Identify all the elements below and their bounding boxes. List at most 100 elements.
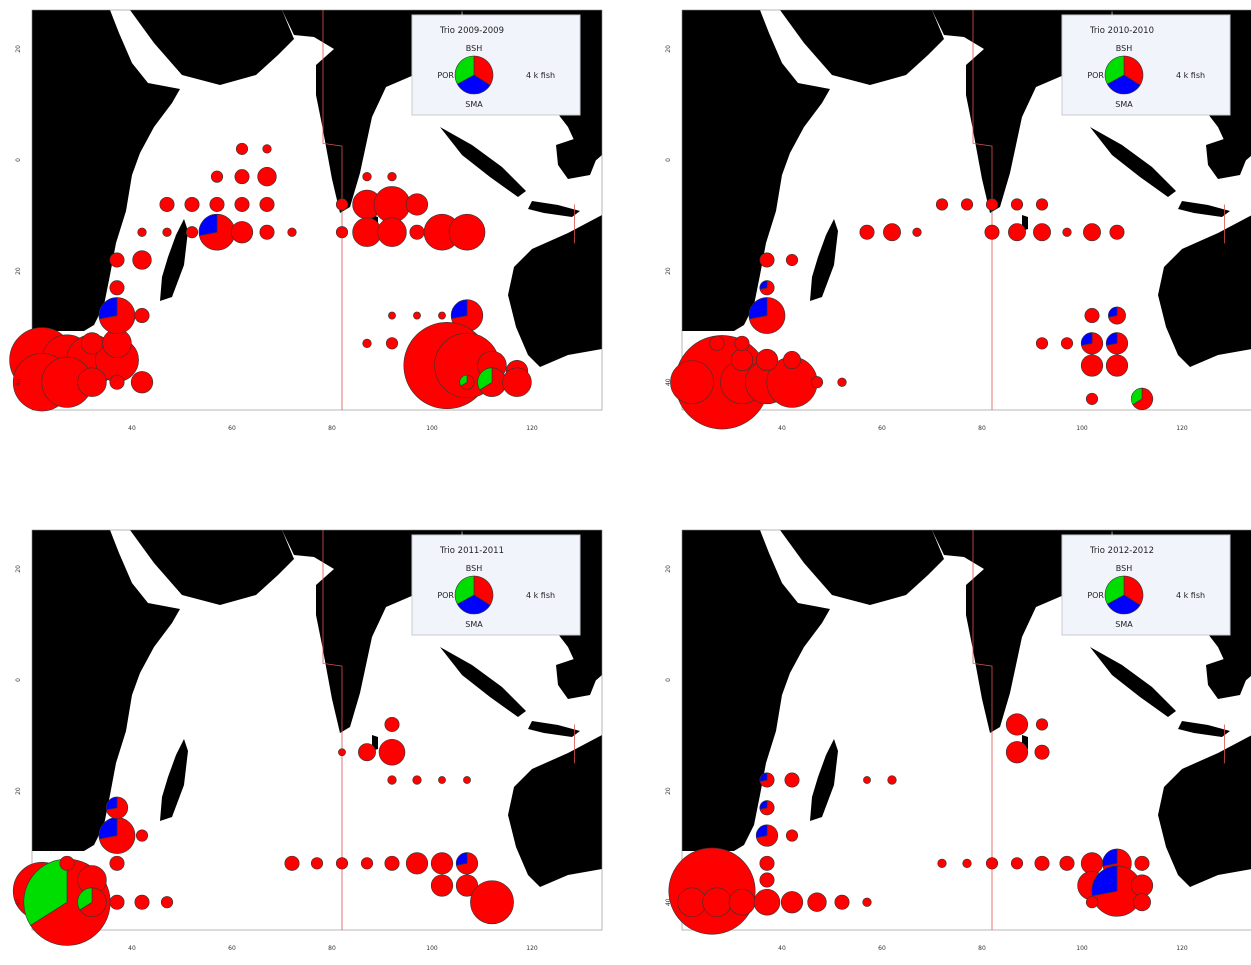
land-shape	[556, 137, 598, 179]
catch-bubble	[759, 800, 775, 816]
legend-label-por: POR	[1087, 591, 1104, 600]
slice-full	[412, 775, 422, 785]
catch-bubble	[1010, 857, 1024, 870]
y-tick-label: 40	[665, 378, 672, 386]
legend-label-sma: SMA	[1115, 100, 1133, 109]
slice-full	[1005, 741, 1029, 764]
legend: Trio 2010-2010 BSH POR SMA 4 k fish	[1061, 14, 1231, 116]
slice-full	[1035, 718, 1049, 731]
land-shape	[160, 739, 188, 821]
catch-bubble	[937, 858, 947, 868]
catch-bubble	[730, 348, 754, 372]
catch-bubble	[310, 857, 324, 870]
slice-full	[109, 280, 125, 296]
catch-bubble	[1083, 223, 1101, 242]
legend-slice-por	[1104, 575, 1125, 605]
catch-bubble	[59, 855, 75, 871]
catch-bubble	[1085, 896, 1099, 909]
catch-bubble	[837, 377, 847, 387]
catch-bubble	[378, 738, 406, 766]
legend: Trio 2012-2012 BSH POR SMA 4 k fish	[1061, 534, 1231, 636]
catch-bubble	[430, 852, 454, 875]
catch-bubble	[1105, 332, 1129, 355]
slice-full	[448, 213, 486, 251]
land-shape	[780, 10, 944, 85]
map-svg: 40 60 80 100 120 20 0 20 40 Trio 2012-2012 BSH POR S…	[665, 529, 1251, 952]
management-boundary-line	[322, 10, 343, 410]
slice-full	[77, 367, 107, 397]
slice-full	[335, 226, 349, 239]
map-svg: 40 60 80 100 120 20 0 20 40 Trio 2011-2011 BSH POR S…	[12, 529, 603, 952]
management-boundary-line	[322, 530, 343, 930]
catch-bubble	[184, 196, 200, 212]
slice-full	[388, 311, 396, 320]
legend-box	[411, 534, 581, 636]
slice-full	[259, 196, 275, 212]
catch-bubble	[198, 213, 236, 251]
catch-bubble	[984, 224, 1000, 240]
catch-bubble	[759, 772, 775, 788]
legend-box	[1061, 14, 1231, 116]
catch-bubble	[810, 376, 824, 389]
slice-full	[1033, 223, 1051, 242]
x-tick-label: 60	[228, 945, 236, 952]
map-panel-2011: 40 60 80 100 120 20 0 20 40 Trio 2011-2011 BSH POR S…	[12, 525, 620, 965]
catch-bubble	[985, 857, 999, 870]
legend-scale-label: 4 k fish	[526, 71, 555, 80]
catch-bubble	[1005, 741, 1029, 764]
catch-bubble	[759, 280, 775, 296]
catch-bubble	[470, 880, 514, 925]
map-panel-2009: 40 60 80 100 120 20 0 20 40 Trio 2009-2009 BSH POR S…	[9, 5, 620, 445]
slice-full	[430, 874, 454, 897]
slice-full	[1005, 713, 1029, 736]
catch-bubble	[109, 374, 125, 390]
catch-bubble	[759, 855, 775, 871]
catch-bubble	[385, 337, 399, 350]
slice-full	[1084, 308, 1100, 324]
legend-label-por: POR	[437, 591, 454, 600]
legend-title: Trio 2011-2011	[439, 546, 504, 556]
legend-scale-label: 4 k fish	[526, 591, 555, 600]
catch-bubble	[259, 224, 275, 240]
slice-full	[937, 858, 947, 868]
catch-bubble	[257, 167, 277, 187]
slice-full	[783, 351, 801, 369]
x-tick-label: 100	[1076, 945, 1088, 952]
catch-bubble	[1060, 337, 1074, 350]
y-tick-label: 20	[665, 787, 672, 795]
slice-full	[287, 227, 297, 237]
catch-bubble	[130, 371, 154, 394]
slice-full	[728, 888, 756, 916]
slice-full	[109, 894, 125, 910]
slice-full	[358, 743, 376, 762]
catch-bubble	[1059, 855, 1075, 871]
catch-bubble	[209, 196, 225, 212]
catch-bubble	[450, 299, 484, 332]
catch-bubble	[98, 297, 136, 334]
catch-bubble	[887, 775, 897, 785]
slice-full	[259, 224, 275, 240]
slice-full	[234, 196, 250, 212]
slice-full	[862, 897, 872, 907]
slice-full	[1034, 855, 1050, 871]
slice-full	[1085, 392, 1099, 405]
slice-full	[405, 193, 429, 216]
catch-bubble	[235, 142, 249, 155]
catch-bubble	[1062, 227, 1072, 237]
catch-bubble	[677, 887, 707, 917]
slice-full	[960, 198, 974, 211]
legend-label-bsh: BSH	[1116, 564, 1132, 573]
slice-full	[1010, 198, 1024, 211]
land-shape	[1158, 215, 1251, 367]
catch-bubble	[477, 367, 507, 397]
y-tick-label: 40	[15, 378, 22, 386]
catch-bubble	[807, 892, 827, 912]
slice-full	[837, 377, 847, 387]
slice-full	[234, 169, 250, 185]
y-tick-label: 20	[665, 267, 672, 275]
catch-bubble	[335, 198, 349, 211]
slice-full	[734, 335, 750, 351]
catch-bubble	[405, 852, 429, 875]
legend-label-sma: SMA	[465, 100, 483, 109]
slice-full	[1133, 893, 1151, 912]
